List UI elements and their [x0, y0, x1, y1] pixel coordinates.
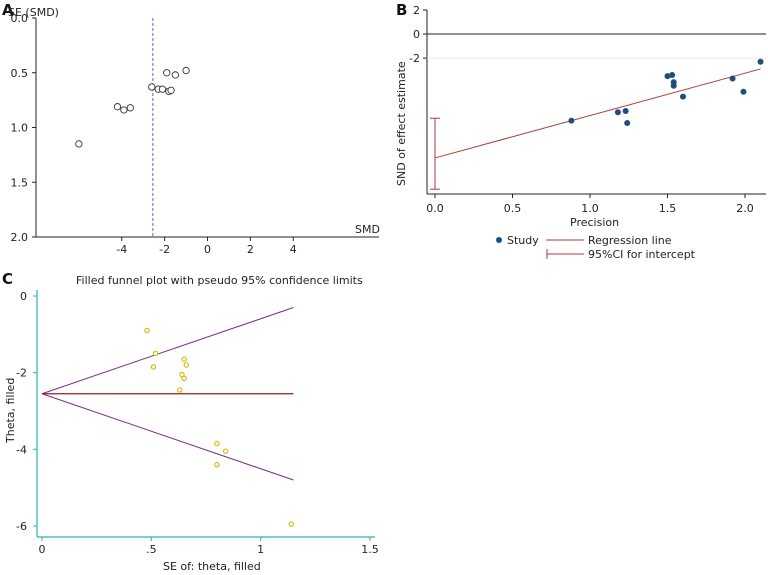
panel-b-egger-plot: SND of effect estimate Precision 2 0 -2 0.… [395, 4, 766, 261]
panel-b-study-point [729, 75, 736, 82]
panel-b-xtick-label: 2.0 [736, 202, 754, 215]
panel-b-study-point [614, 109, 621, 116]
panel-c-ytick-label: 0 [20, 290, 27, 303]
panel-b-xtick-label: 1.5 [659, 202, 677, 215]
panel-b-ylabel: SND of effect estimate [395, 61, 408, 186]
panel-a-xtick-label: 2 [247, 243, 254, 256]
panel-b-study-point [622, 108, 629, 115]
panel-c-funnel-upper-limit [41, 307, 294, 395]
panel-c-xtick-label: 1.5 [361, 543, 379, 556]
panel-a-study-point [158, 85, 167, 93]
panel-a-ytick-label: 2.0 [11, 231, 29, 244]
panel-a-study-point [120, 106, 128, 114]
panel-c-study-point [214, 461, 220, 468]
panel-a-ytick-label: 1.5 [11, 176, 29, 189]
legend-ci-label: 95%CI for intercept [588, 248, 696, 261]
panel-c-ytick-label: -4 [16, 443, 27, 456]
panel-b-study-point [670, 82, 677, 89]
panel-c-study-point [214, 440, 220, 447]
panel-c-xlabel: SE of: theta, filled [163, 560, 261, 573]
panel-c-ytick-label: -2 [16, 367, 27, 380]
panel-b-xtick-label: 1.0 [581, 202, 599, 215]
panel-b-regression-line [434, 68, 761, 159]
panel-c-study-point [222, 448, 229, 454]
panel-a-ylabel: SE (SMD) [8, 6, 59, 19]
panel-c-letter: C [2, 270, 13, 288]
panel-a-study-point [167, 86, 175, 94]
panel-c-study-point [177, 387, 183, 393]
panel-b-study-point [757, 58, 764, 65]
panel-a-ytick-label: 1.0 [11, 122, 29, 135]
legend-study-marker [496, 237, 502, 243]
panel-a-letter: A [2, 1, 14, 19]
panel-b-study-point [669, 71, 676, 78]
panel-c-xtick-label: 1 [257, 543, 264, 556]
panel-c-ytick-label: -6 [16, 520, 27, 533]
panel-c-study-point [181, 375, 187, 382]
panel-a-ytick-label: 0.0 [11, 12, 29, 25]
panel-a-xtick-label: -2 [159, 243, 170, 256]
panel-c-study-point [181, 356, 187, 362]
panel-b-legend: Study Regression line 95%CI for intercep… [496, 234, 696, 261]
panel-b-xtick-label: 0.5 [504, 202, 522, 215]
panel-a-ytick-label: 0.5 [11, 67, 29, 80]
panel-a-xtick-label: 4 [290, 243, 297, 256]
panel-b-study-point [568, 117, 575, 124]
panel-a-funnel-plot: SE (SMD) SMD 0.0 0.5 1.0 1.5 2.0 -4 -2 0 2 4 [8, 6, 380, 256]
panel-c-study-point [179, 371, 185, 378]
panel-c-study-point [153, 350, 159, 357]
panel-c-funnel-lower-limit [41, 393, 294, 481]
legend-study-label: Study [507, 234, 539, 247]
panel-a-study-point [182, 66, 190, 75]
panel-a-xtick-label: -4 [116, 243, 127, 256]
panel-c-study-point [288, 521, 294, 527]
panel-b-study-point [624, 120, 631, 127]
panel-b-xlabel: Precision [570, 216, 619, 229]
panel-c-study-point [183, 362, 190, 368]
panel-a-study-point [113, 103, 122, 111]
legend-regression-label: Regression line [588, 234, 672, 247]
panel-a-study-point [171, 71, 179, 79]
panel-b-letter: B [396, 1, 407, 19]
panel-c-study-point [144, 327, 150, 334]
panel-a-study-point [148, 83, 156, 91]
panel-b-study-point [664, 73, 671, 80]
panel-c-filled-funnel-plot: Filled funnel plot with pseudo 95% confi… [4, 274, 379, 573]
panel-c-study-point [150, 364, 157, 370]
panel-c-xtick-label: 0 [39, 543, 46, 556]
panel-a-study-point [126, 104, 134, 112]
panel-a-xlabel: SMD [355, 223, 380, 236]
panel-c-xtick-label: .5 [146, 543, 157, 556]
panel-b-ytick-label: 2 [413, 4, 420, 17]
panel-a-study-point [75, 140, 83, 148]
panel-a-study-point [163, 69, 171, 77]
panel-b-study-point [740, 88, 747, 95]
panel-b-study-point [680, 93, 686, 100]
panel-b-ytick-label: -2 [409, 52, 420, 65]
panel-a-xtick-label: 0 [204, 243, 211, 256]
panel-b-xtick-label: 0.0 [426, 202, 444, 215]
panel-c-ylabel: Theta, filled [4, 378, 17, 444]
panel-c-title: Filled funnel plot with pseudo 95% confi… [76, 274, 363, 287]
panel-b-ytick-label: 0 [413, 28, 420, 41]
